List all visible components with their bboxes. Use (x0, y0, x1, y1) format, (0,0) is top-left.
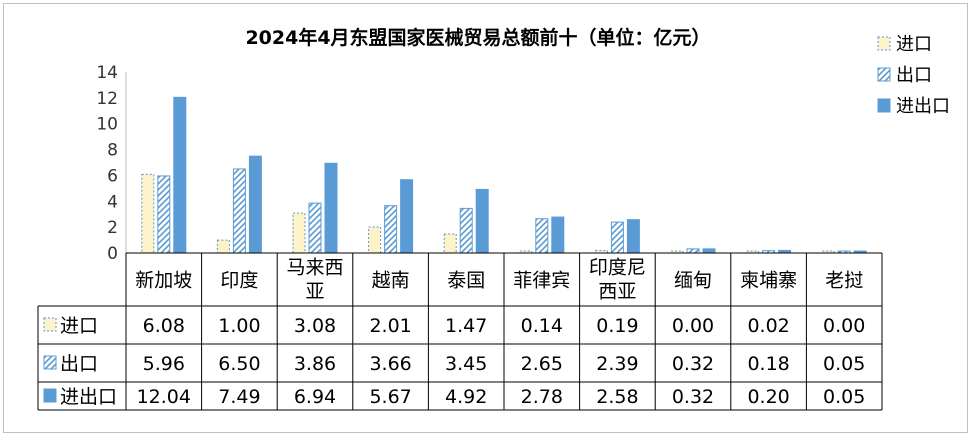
category-label: 缅甸 (674, 270, 712, 292)
category-label: 新加坡 (135, 270, 192, 292)
legend-key (877, 98, 891, 113)
y-tick-label: 4 (107, 192, 118, 212)
bar (232, 168, 246, 254)
legend-key (877, 36, 891, 51)
bar (248, 155, 262, 254)
y-tick-label: 10 (96, 115, 118, 135)
data-label: 1.00 (218, 315, 260, 337)
data-label: 0.14 (521, 315, 563, 337)
bar (141, 173, 155, 254)
data-label: 0.00 (672, 315, 714, 337)
bar (173, 96, 187, 254)
data-label: 3.66 (369, 353, 411, 375)
bar (443, 233, 457, 254)
data-label: 12.04 (137, 386, 191, 408)
data-label: 6.50 (218, 353, 260, 375)
category-label: 越南 (372, 270, 410, 292)
bar (610, 221, 624, 254)
legend-entry: 出口 (896, 65, 932, 86)
row-legend-key (43, 317, 57, 332)
legend-entry: 进口 (896, 34, 932, 55)
bar (324, 162, 338, 254)
data-label: 2.39 (596, 353, 638, 375)
data-label: 0.32 (672, 386, 714, 408)
legend-key (877, 67, 891, 82)
y-tick-label: 14 (96, 63, 118, 83)
chart-title: 2024年4月东盟国家医械贸易总额前十（单位：亿元） (245, 26, 710, 49)
data-label: 2.01 (369, 315, 411, 337)
y-axis: 0 2 4 6 8 10 12 14 (96, 63, 127, 264)
bar (400, 179, 414, 254)
data-label: 4.92 (445, 386, 487, 408)
y-tick-label: 0 (107, 244, 118, 264)
chart-frame (3, 3, 968, 433)
bar (551, 216, 565, 254)
data-label: 5.67 (369, 386, 411, 408)
bar (535, 218, 549, 254)
bar (459, 207, 473, 254)
category-label: 西亚 (598, 281, 636, 303)
category-label: 印度 (220, 270, 258, 292)
row-series-name: 进出口 (60, 386, 117, 408)
data-label: 0.00 (823, 315, 865, 337)
data-label: 2.58 (596, 386, 638, 408)
bar (686, 248, 700, 254)
row-legend-key (43, 355, 57, 370)
data-label: 3.08 (294, 315, 336, 337)
data-label: 0.18 (747, 353, 789, 375)
bar (702, 248, 716, 254)
bar (292, 212, 306, 254)
data-label: 0.19 (596, 315, 638, 337)
category-label: 印度尼 (589, 257, 646, 279)
data-label: 0.02 (747, 315, 789, 337)
category-label: 柬埔寨 (740, 270, 797, 292)
data-label: 1.47 (445, 315, 487, 337)
data-label: 6.08 (143, 315, 185, 337)
data-label: 0.05 (823, 353, 865, 375)
bars (141, 96, 867, 254)
data-label: 5.96 (143, 353, 185, 375)
data-label: 2.78 (521, 386, 563, 408)
data-label: 0.32 (672, 353, 714, 375)
legend-entry: 进出口 (896, 96, 950, 117)
data-label: 0.20 (747, 386, 789, 408)
y-tick-label: 2 (107, 218, 118, 238)
bar (626, 219, 640, 254)
data-label: 7.49 (218, 386, 260, 408)
bar (157, 175, 171, 254)
data-label: 3.86 (294, 353, 336, 375)
category-label: 老挝 (825, 270, 863, 292)
row-series-name: 进口 (60, 315, 98, 337)
data-label: 0.05 (823, 386, 865, 408)
category-label: 菲律宾 (513, 270, 570, 292)
row-series-name: 出口 (60, 353, 98, 375)
category-label: 马来西 (286, 257, 343, 279)
category-label: 泰国 (447, 270, 485, 292)
row-legend-key (43, 388, 57, 403)
bar (216, 239, 230, 254)
category-label: 亚 (305, 281, 324, 303)
bar (384, 205, 398, 254)
data-label: 2.65 (521, 353, 563, 375)
data-label: 3.45 (445, 353, 487, 375)
bar (475, 188, 489, 254)
bar (368, 226, 382, 254)
y-tick-label: 8 (107, 141, 118, 161)
data-label: 6.94 (294, 386, 336, 408)
y-tick-label: 6 (107, 166, 118, 186)
bar (308, 202, 322, 254)
y-tick-label: 12 (96, 89, 118, 109)
